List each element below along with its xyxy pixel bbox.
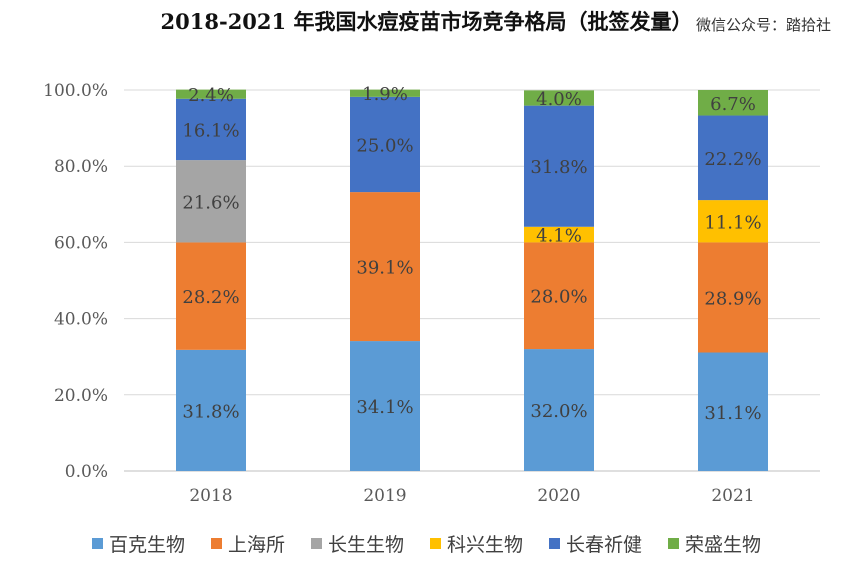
- y-tick-label: 80.0%: [54, 157, 108, 177]
- bar-segment: [698, 115, 768, 201]
- legend-label: 上海所: [227, 534, 285, 556]
- legend-swatch: [430, 538, 441, 549]
- data-labels: 31.8% 28.2% 21.6% 16.1% 2.4% 34.1% 39.1% 25.0% 1…: [182, 84, 761, 424]
- data-label: 4.0%: [536, 89, 582, 110]
- legend-label: 长生生物: [327, 534, 404, 556]
- legend-swatch: [310, 538, 322, 549]
- bar-segment: [698, 200, 768, 243]
- data-label: 39.1%: [356, 258, 413, 279]
- data-label: 2.4%: [188, 85, 234, 106]
- bar-segment: [350, 341, 420, 471]
- bar-segment: [350, 96, 420, 193]
- bar-segment: [698, 242, 768, 353]
- data-label: 11.1%: [704, 212, 761, 233]
- legend-swatch: [668, 538, 680, 549]
- legend-label: 科兴生物: [447, 534, 524, 556]
- data-label: 31.1%: [704, 403, 761, 424]
- bar-segment: [524, 226, 594, 243]
- legend-swatch: [549, 538, 561, 549]
- bar-segment: [176, 349, 246, 471]
- legend-item: 科兴生物: [430, 530, 523, 557]
- legend-item: 荣盛生物: [668, 530, 761, 557]
- x-tick-label: 2021: [711, 486, 754, 506]
- x-tick-label: 2020: [537, 486, 580, 506]
- data-label: 21.6%: [182, 192, 239, 213]
- bar-segment: [350, 192, 420, 342]
- bar-segment: [524, 90, 594, 106]
- bar-segment: [524, 242, 594, 350]
- x-axis: 2018 2019 2020 2021: [189, 486, 754, 506]
- bar-segment: [524, 349, 594, 471]
- data-label: 34.1%: [356, 397, 413, 418]
- bar-segment: [176, 89, 246, 99]
- legend-label: 长春祈健: [566, 534, 643, 556]
- data-label: 31.8%: [530, 157, 587, 178]
- data-label: 16.1%: [182, 120, 239, 141]
- bar-segment: [524, 105, 594, 227]
- bar-segment: [176, 98, 246, 161]
- legend-item: 上海所: [210, 530, 285, 557]
- legend-label: 荣盛生物: [685, 534, 762, 556]
- bar-segment: [350, 89, 420, 97]
- data-label: 25.0%: [356, 135, 413, 156]
- bar-segment: [176, 242, 246, 350]
- bar-segment: [698, 90, 768, 116]
- x-tick-label: 2018: [189, 486, 232, 506]
- y-axis: 0.0% 20.0% 40.0% 60.0% 80.0% 100.0%: [43, 81, 108, 482]
- bar-segment: [698, 352, 768, 471]
- legend-item: 百克生物: [91, 530, 185, 557]
- legend: 百克生物 上海所 长生生物 科兴生物 长春祈健 荣盛生物: [0, 530, 853, 557]
- bar-segment: [176, 160, 246, 243]
- bars: [176, 89, 768, 471]
- legend-swatch: [91, 538, 103, 549]
- data-label: 1.9%: [362, 84, 408, 105]
- y-tick-label: 20.0%: [54, 386, 108, 406]
- legend-item: 长生生物: [310, 530, 404, 557]
- y-tick-label: 100.0%: [43, 81, 108, 101]
- y-tick-label: 0.0%: [65, 462, 108, 482]
- data-label: 32.0%: [530, 401, 587, 422]
- data-label: 6.7%: [710, 94, 756, 115]
- x-tick-label: 2019: [363, 486, 406, 506]
- legend-label: 百克生物: [108, 534, 185, 556]
- data-label: 28.2%: [182, 287, 239, 308]
- data-label: 4.1%: [536, 226, 582, 247]
- data-label: 22.2%: [704, 149, 761, 170]
- chart-title: 2018-2021 年我国水痘疫苗市场竞争格局（批签发量）: [160, 9, 693, 34]
- legend-item: 长春祈健: [549, 530, 642, 557]
- data-label: 31.8%: [182, 401, 239, 422]
- legend-swatch: [210, 538, 222, 549]
- data-label: 28.9%: [704, 288, 761, 309]
- y-tick-label: 40.0%: [54, 310, 108, 330]
- watermark: 微信公众号：踏拾社: [695, 14, 831, 35]
- data-label: 28.0%: [530, 287, 587, 308]
- y-tick-label: 60.0%: [54, 233, 108, 253]
